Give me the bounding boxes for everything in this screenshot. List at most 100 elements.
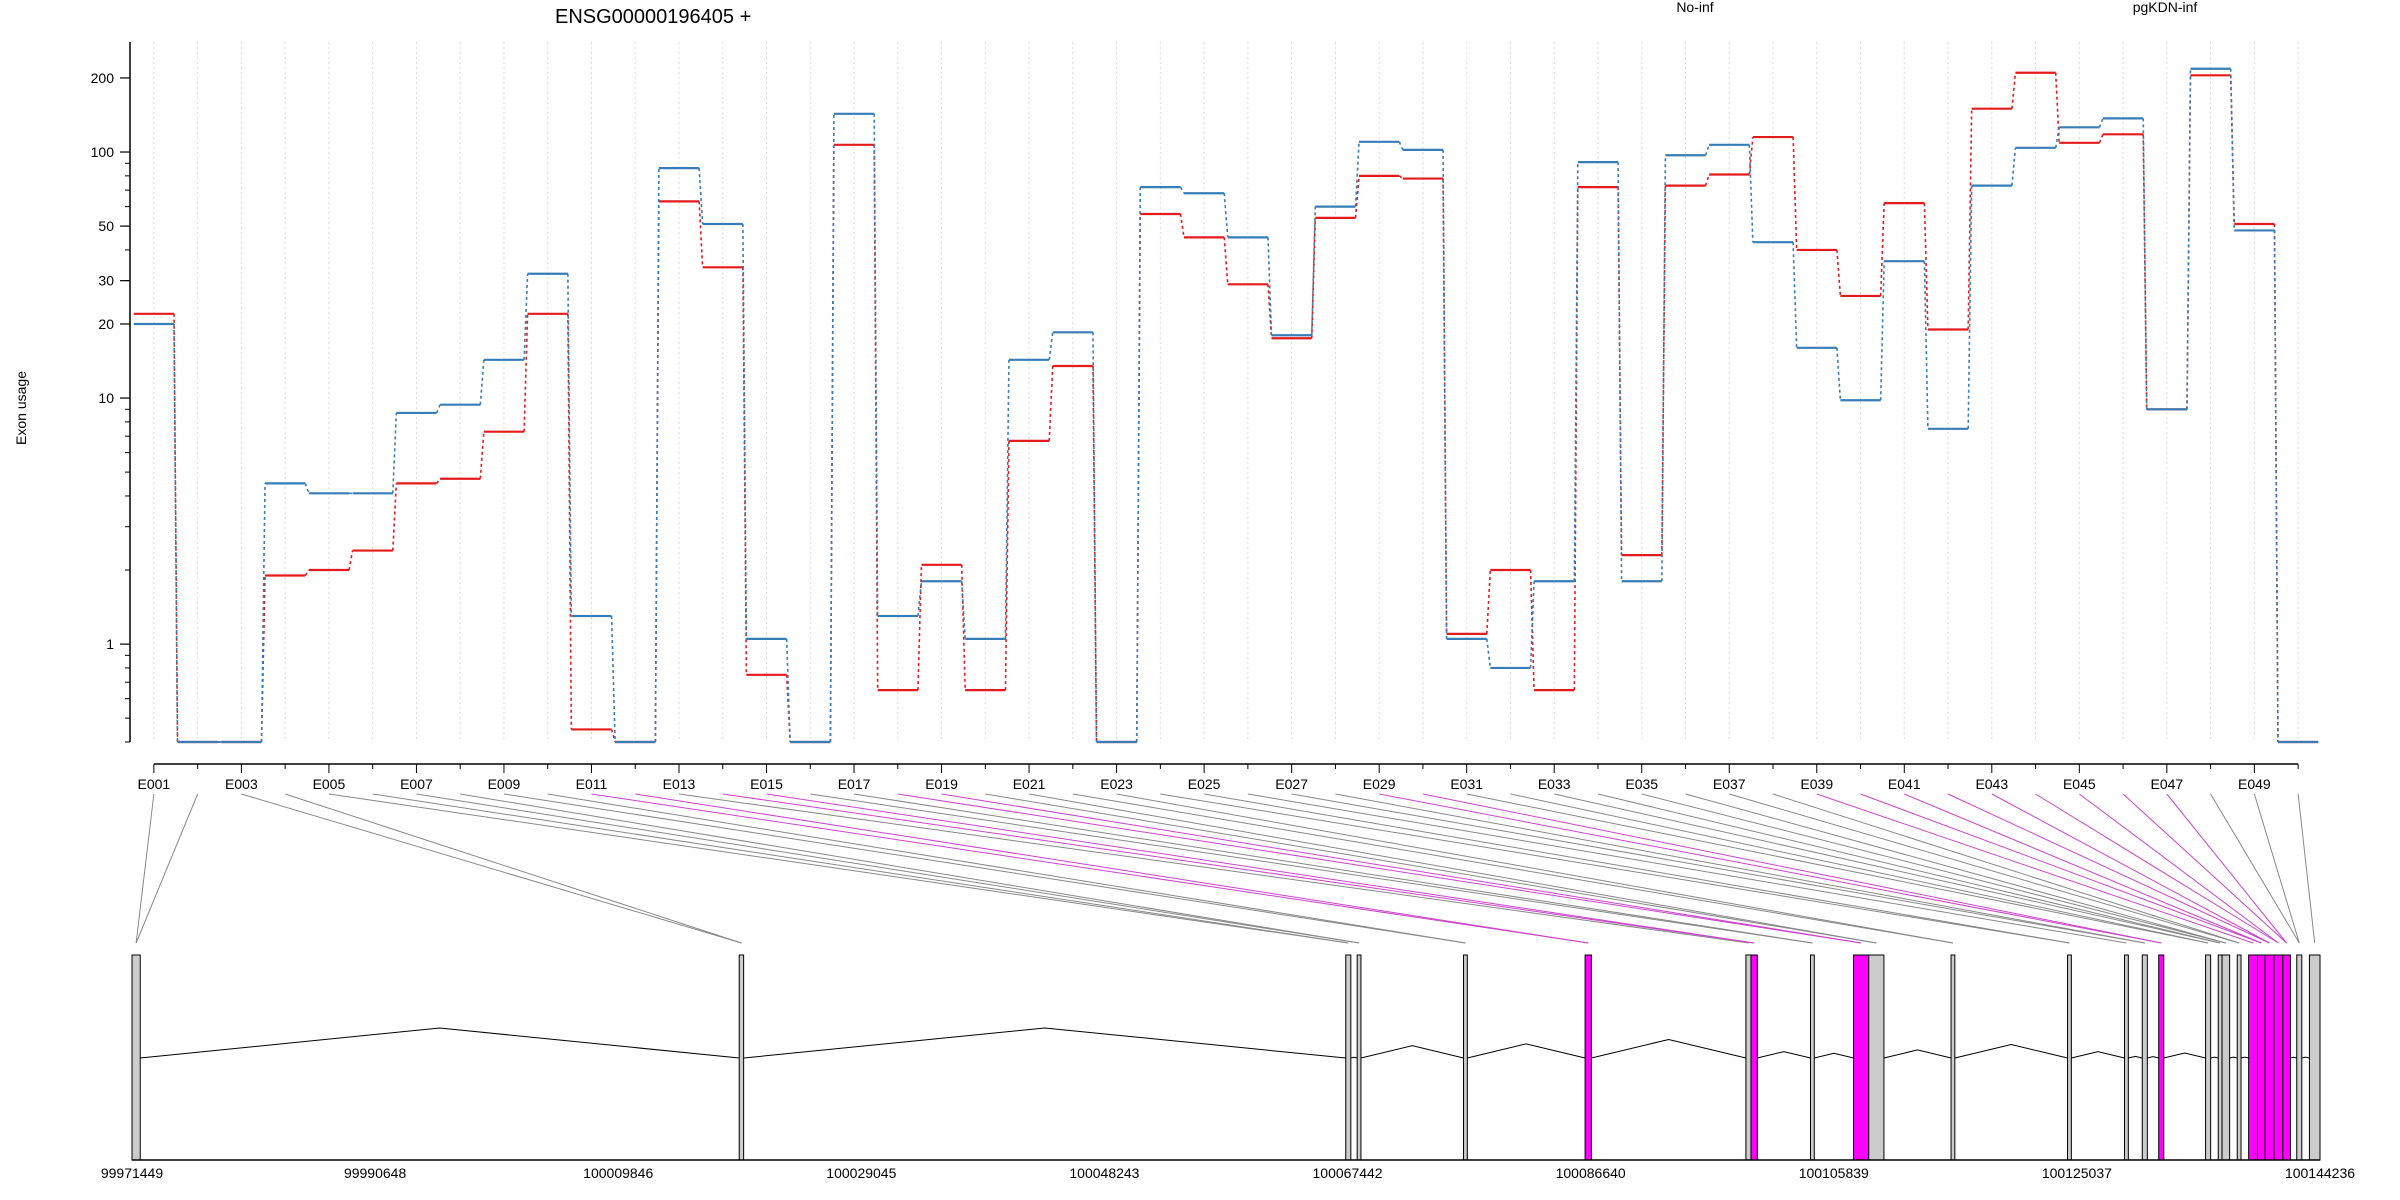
coord-tick-label: 99971449 xyxy=(101,1165,164,1181)
intron xyxy=(2229,1056,2238,1059)
exon-connector xyxy=(1816,793,2254,944)
chart-title: ENSG00000196405 + xyxy=(555,6,751,28)
x-tick-label: E025 xyxy=(1188,776,1221,792)
exon-connector xyxy=(1641,793,2226,944)
step-connector xyxy=(2011,147,2017,186)
exon-block xyxy=(1463,954,1468,1161)
step-connector xyxy=(1748,144,1754,243)
exon-connector xyxy=(2253,793,2300,944)
step-connector xyxy=(610,616,616,743)
genomic-coordinate-axis: 99971449 99990648 100009846 100029045 100048… xyxy=(101,1159,2355,1181)
intron xyxy=(1467,1043,1586,1059)
coord-tick-label: 100105839 xyxy=(1799,1165,1869,1181)
x-tick-label: E045 xyxy=(2063,776,2096,792)
coord-tick-label: 100067442 xyxy=(1313,1165,1383,1181)
exon-connector xyxy=(2079,793,2279,944)
step-connector xyxy=(435,404,441,414)
step-connector xyxy=(1704,174,1710,186)
x-tick-label: E031 xyxy=(1450,776,1483,792)
exon-block xyxy=(2158,954,2165,1161)
x-tick-label: E011 xyxy=(576,776,608,792)
exon-block xyxy=(1345,954,1352,1161)
step-connector xyxy=(348,550,354,571)
intron xyxy=(2290,1056,2297,1059)
exon-block xyxy=(2236,954,2242,1161)
exon-block xyxy=(2124,954,2129,1161)
intron xyxy=(2128,1055,2143,1059)
step-connector xyxy=(479,431,485,479)
exon-connector xyxy=(1729,793,2240,944)
step-connector xyxy=(1704,144,1710,156)
coord-tick-label: 100144236 xyxy=(2285,1165,2355,1181)
step-connector xyxy=(1486,569,1492,634)
series-lines xyxy=(133,67,2319,744)
intron xyxy=(1954,1043,2068,1059)
exon-connector xyxy=(678,793,1749,944)
step-connector xyxy=(2098,118,2104,128)
step-connector xyxy=(1748,137,1754,175)
exon-connector xyxy=(1772,793,2240,944)
y-tick-label: 100 xyxy=(91,144,115,160)
x-tick-label: E039 xyxy=(1800,776,1833,792)
step-connector xyxy=(654,168,660,743)
exon-connector xyxy=(1947,793,2270,944)
intron xyxy=(1591,1038,1747,1059)
exon-connector xyxy=(941,793,1862,944)
step-connector xyxy=(2054,72,2060,143)
y-tick-label: 30 xyxy=(98,273,114,289)
x-tick-label: E027 xyxy=(1275,776,1308,792)
intron xyxy=(1350,1056,1358,1059)
step-connector xyxy=(1923,261,1929,429)
step-connector xyxy=(1836,249,1842,297)
exon-connector xyxy=(416,793,1360,944)
step-connector xyxy=(1573,162,1579,582)
step-connector xyxy=(1879,261,1885,401)
exon-connector xyxy=(2166,793,2288,944)
exon-block xyxy=(2264,954,2275,1161)
y-tick-label: 200 xyxy=(91,70,115,86)
step-connector xyxy=(435,478,441,484)
step-connector xyxy=(567,273,573,617)
exon-connector xyxy=(2035,793,2279,944)
exon-connector xyxy=(810,793,1813,944)
step-connector xyxy=(698,201,704,268)
step-connector xyxy=(173,323,179,743)
step-connector xyxy=(1792,137,1798,250)
x-tick-label: E005 xyxy=(313,776,346,792)
step-connector xyxy=(173,313,179,743)
y-axis: 1 10 20 30 50 100 200 xyxy=(91,42,131,743)
exon-connector xyxy=(503,793,1466,944)
exon-block xyxy=(2256,954,2266,1161)
exon-connectors xyxy=(135,793,2316,944)
step-connector xyxy=(2142,134,2148,410)
exon-connector xyxy=(853,793,1813,944)
x-tick-label: E029 xyxy=(1363,776,1396,792)
coord-tick-label: 100086640 xyxy=(1556,1165,1626,1181)
x-tick-label: E013 xyxy=(663,776,696,792)
step-connector xyxy=(479,359,485,405)
y-tick-label: 1 xyxy=(106,636,114,652)
exon-connector xyxy=(985,793,1877,944)
intron xyxy=(1360,1045,1464,1059)
x-tick-label: E023 xyxy=(1100,776,1133,792)
step-connector xyxy=(1092,332,1098,743)
exon-connector xyxy=(1072,793,1954,944)
x-tick-label: E047 xyxy=(2150,776,2183,792)
exon-connector xyxy=(1247,793,2127,944)
x-tick-label: E015 xyxy=(750,776,783,792)
step-connector xyxy=(1442,149,1448,639)
step-connector xyxy=(742,267,748,675)
exon-connector xyxy=(2210,793,2300,944)
intron xyxy=(1883,1049,1952,1059)
exon-connector xyxy=(460,793,1360,944)
step-connector xyxy=(2054,127,2060,148)
exon-connector xyxy=(1510,793,2209,944)
exon-block xyxy=(1868,954,1885,1161)
exon-connector xyxy=(2297,793,2316,944)
exon-connector xyxy=(1554,793,2221,944)
intron xyxy=(2147,1056,2159,1059)
exon-block xyxy=(2221,954,2231,1161)
step-connector xyxy=(1310,217,1317,339)
exon-block xyxy=(2296,954,2303,1161)
exon-connector xyxy=(1685,793,2226,944)
